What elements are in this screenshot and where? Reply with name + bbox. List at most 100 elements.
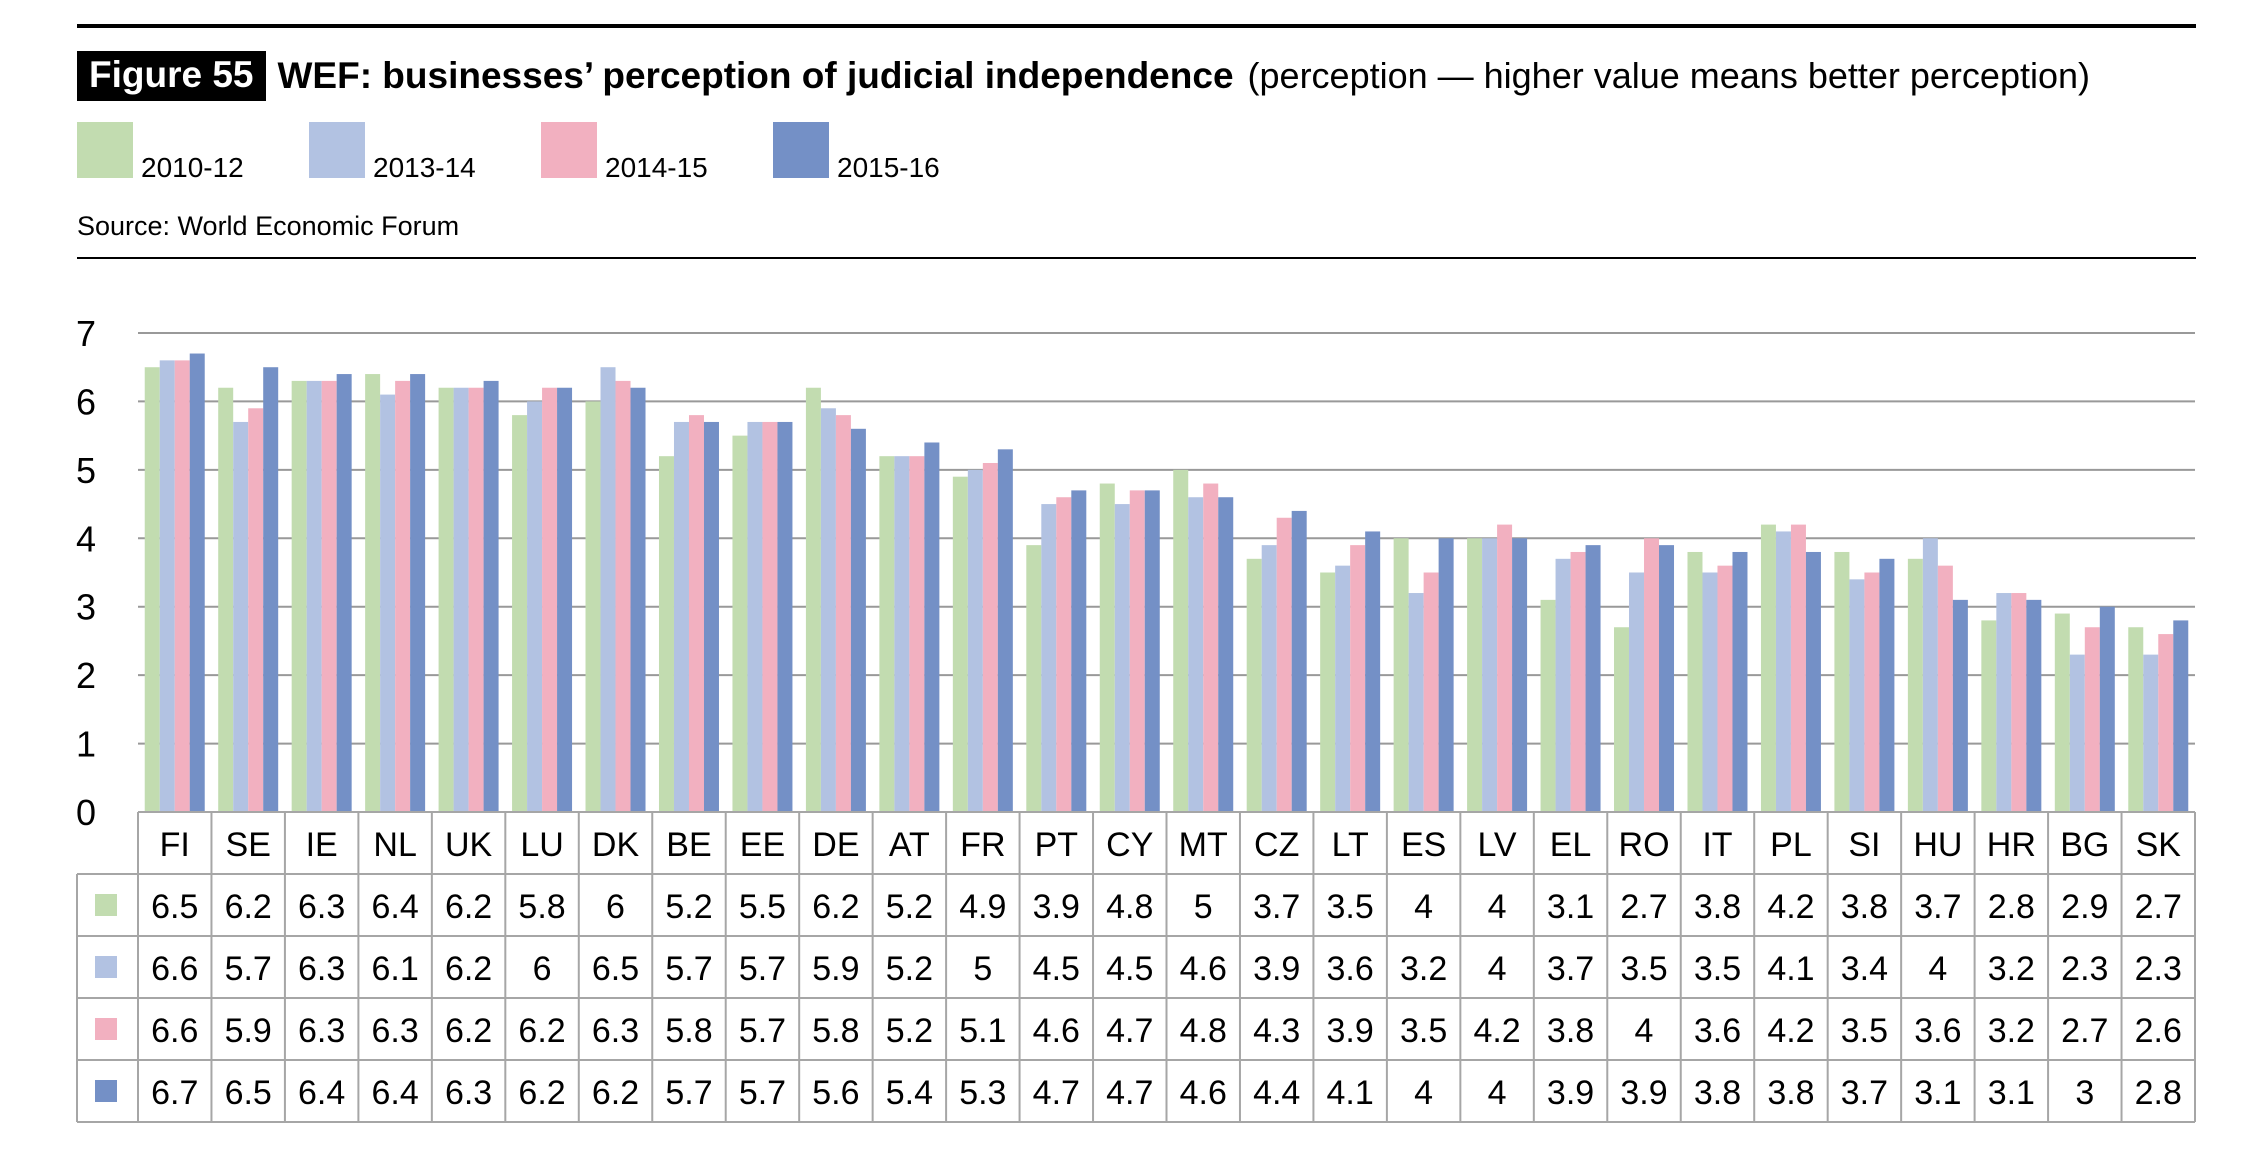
bar-nl-2014-15 xyxy=(395,380,411,812)
data-label-el-2015-16: 3.9 xyxy=(1547,1074,1594,1112)
data-label-ro-2013-14: 3.5 xyxy=(1620,950,1667,988)
data-label-sk-2014-15: 2.6 xyxy=(2135,1012,2182,1050)
legend-swatch-2010-12 xyxy=(77,122,133,178)
category-label-lv: LV xyxy=(1478,826,1517,864)
data-label-mt-2013-14: 4.6 xyxy=(1180,950,1227,988)
bar-fr-2010-12 xyxy=(952,476,968,812)
data-label-pl-2010-12: 4.2 xyxy=(1767,888,1814,926)
category-label-at: AT xyxy=(889,826,930,864)
bar-bg-2015-16 xyxy=(2099,606,2115,812)
data-label-be-2014-15: 5.8 xyxy=(665,1012,712,1050)
y-tick-label: 7 xyxy=(76,313,96,354)
legend-item-2015-16: 2015-16 xyxy=(773,122,1005,182)
figure-label: Figure 55 xyxy=(77,51,266,101)
data-label-ro-2014-15: 4 xyxy=(1635,1012,1654,1050)
top-rule xyxy=(77,24,2196,28)
data-label-hr-2010-12: 2.8 xyxy=(1988,888,2035,926)
bar-se-2013-14 xyxy=(233,421,249,812)
bar-it-2014-15 xyxy=(1717,565,1733,812)
bar-es-2015-16 xyxy=(1438,538,1454,812)
figure-header: Figure 55 WEF: businesses’ perception of… xyxy=(77,50,2090,102)
data-label-cz-2013-14: 3.9 xyxy=(1253,950,1300,988)
bar-uk-2014-15 xyxy=(468,387,484,812)
bar-hr-2014-15 xyxy=(2011,593,2027,812)
bar-fr-2013-14 xyxy=(967,469,983,812)
data-label-uk-2013-14: 6.2 xyxy=(445,950,492,988)
bar-si-2014-15 xyxy=(1864,572,1880,812)
data-label-lv-2014-15: 4.2 xyxy=(1473,1012,1520,1050)
legend-label-2013-14: 2013-14 xyxy=(373,152,476,183)
data-label-fi-2014-15: 6.6 xyxy=(151,1012,198,1050)
data-label-ie-2015-16: 6.4 xyxy=(298,1074,345,1112)
bar-hu-2010-12 xyxy=(1907,558,1923,812)
bar-pt-2014-15 xyxy=(1056,497,1072,812)
bar-de-2015-16 xyxy=(850,428,866,812)
bar-lt-2010-12 xyxy=(1320,572,1336,812)
data-label-lv-2010-12: 4 xyxy=(1488,888,1507,926)
bar-cy-2010-12 xyxy=(1099,483,1115,812)
bar-hu-2014-15 xyxy=(1937,565,1953,812)
bar-mt-2013-14 xyxy=(1188,497,1204,812)
bar-hr-2010-12 xyxy=(1981,620,1997,812)
bar-lv-2015-16 xyxy=(1512,538,1528,812)
category-label-lt: LT xyxy=(1332,826,1369,864)
data-label-fi-2013-14: 6.6 xyxy=(151,950,198,988)
legend-swatch-2014-15 xyxy=(541,122,597,178)
data-label-si-2014-15: 3.5 xyxy=(1841,1012,1888,1050)
bar-fr-2014-15 xyxy=(982,463,998,812)
data-label-hr-2014-15: 3.2 xyxy=(1988,1012,2035,1050)
category-label-fr: FR xyxy=(960,826,1005,864)
bar-fi-2014-15 xyxy=(174,360,190,812)
bar-pl-2010-12 xyxy=(1760,524,1776,812)
legend: 2010-12 2013-14 2014-15 2015-16 xyxy=(77,122,1005,182)
data-label-lt-2010-12: 3.5 xyxy=(1327,888,1374,926)
bar-dk-2010-12 xyxy=(585,401,601,812)
legend-item-2014-15: 2014-15 xyxy=(541,122,773,182)
category-label-ie: IE xyxy=(306,826,338,864)
data-label-pl-2014-15: 4.2 xyxy=(1767,1012,1814,1050)
data-label-at-2015-16: 5.4 xyxy=(886,1074,933,1112)
data-label-mt-2014-15: 4.8 xyxy=(1180,1012,1227,1050)
bar-cz-2013-14 xyxy=(1261,545,1277,812)
data-label-pl-2013-14: 4.1 xyxy=(1767,950,1814,988)
legend-label-2010-12: 2010-12 xyxy=(141,152,244,183)
data-label-it-2010-12: 3.8 xyxy=(1694,888,1741,926)
bar-lu-2015-16 xyxy=(557,387,573,812)
data-label-lv-2015-16: 4 xyxy=(1488,1074,1507,1112)
bar-ee-2010-12 xyxy=(732,435,748,812)
bar-ee-2013-14 xyxy=(747,421,763,812)
data-label-it-2015-16: 3.8 xyxy=(1694,1074,1741,1112)
bar-de-2014-15 xyxy=(835,415,851,812)
data-label-el-2013-14: 3.7 xyxy=(1547,950,1594,988)
bar-ro-2014-15 xyxy=(1644,538,1660,812)
bar-es-2013-14 xyxy=(1408,593,1424,812)
bar-at-2014-15 xyxy=(909,456,925,812)
bar-si-2010-12 xyxy=(1834,551,1850,812)
category-label-se: SE xyxy=(226,826,271,864)
bar-sk-2013-14 xyxy=(2143,654,2159,812)
data-label-lt-2015-16: 4.1 xyxy=(1327,1074,1374,1112)
category-label-si: SI xyxy=(1848,826,1880,864)
bar-ie-2014-15 xyxy=(321,380,337,812)
data-label-lu-2010-12: 5.8 xyxy=(518,888,565,926)
bar-ro-2010-12 xyxy=(1614,627,1630,812)
bar-sk-2014-15 xyxy=(2158,634,2174,812)
figure-subtitle: (perception — higher value means better … xyxy=(1247,55,2090,96)
bar-de-2013-14 xyxy=(820,408,836,812)
data-label-lu-2015-16: 6.2 xyxy=(518,1074,565,1112)
data-label-fr-2014-15: 5.1 xyxy=(959,1012,1006,1050)
data-label-ro-2015-16: 3.9 xyxy=(1620,1074,1667,1112)
data-label-es-2010-12: 4 xyxy=(1414,888,1433,926)
data-label-fr-2015-16: 5.3 xyxy=(959,1074,1006,1112)
bar-dk-2015-16 xyxy=(630,387,646,812)
category-label-mt: MT xyxy=(1179,826,1228,864)
bar-pl-2015-16 xyxy=(1805,551,1821,812)
y-tick-label: 0 xyxy=(76,792,96,833)
data-label-fr-2013-14: 5 xyxy=(973,950,992,988)
category-label-pt: PT xyxy=(1035,826,1078,864)
bar-ro-2015-16 xyxy=(1659,545,1675,812)
data-label-mt-2010-12: 5 xyxy=(1194,888,1213,926)
data-label-cz-2015-16: 4.4 xyxy=(1253,1074,1300,1112)
data-label-nl-2010-12: 6.4 xyxy=(371,888,418,926)
data-label-ie-2010-12: 6.3 xyxy=(298,888,345,926)
